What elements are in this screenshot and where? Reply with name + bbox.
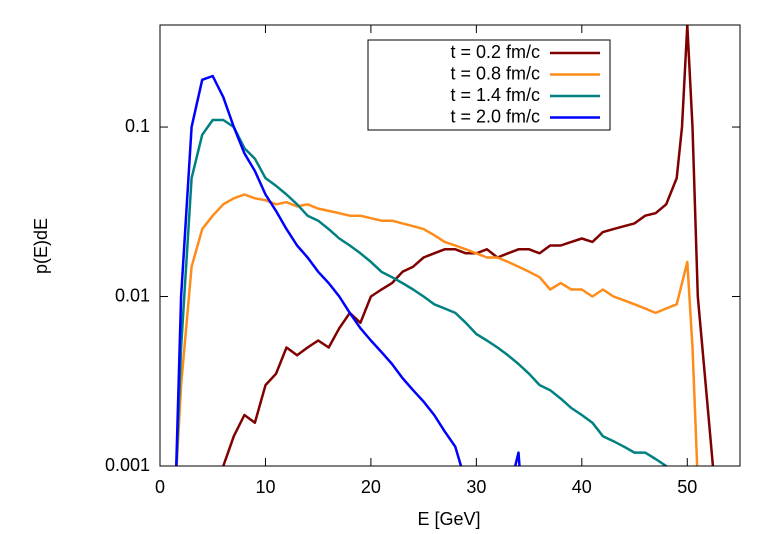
legend-label: t = 2.0 fm/c <box>450 106 540 126</box>
x-axis-label: E [GeV] <box>417 509 480 529</box>
series-line <box>175 118 668 466</box>
y-tick-label: 0.001 <box>105 455 150 475</box>
series-line <box>513 451 521 466</box>
y-tick-label: 0.01 <box>115 285 150 305</box>
x-tick-label: 50 <box>677 477 697 497</box>
x-tick-label: 40 <box>572 477 592 497</box>
series-line <box>175 193 699 466</box>
legend-label: t = 1.4 fm/c <box>450 85 540 105</box>
plot-area <box>175 25 715 466</box>
y-tick-label: 0.1 <box>125 116 150 136</box>
legend-label: t = 0.2 fm/c <box>450 42 540 62</box>
legend-box <box>367 39 611 131</box>
x-tick-label: 20 <box>361 477 381 497</box>
plot-frame <box>159 24 741 467</box>
series-line <box>175 74 463 466</box>
legend-label: t = 0.8 fm/c <box>450 63 540 83</box>
series-line <box>222 25 715 466</box>
x-tick-label: 10 <box>255 477 275 497</box>
y-axis-label: p(E)dE <box>31 218 51 274</box>
x-tick-label: 30 <box>466 477 486 497</box>
x-tick-label: 0 <box>155 477 165 497</box>
